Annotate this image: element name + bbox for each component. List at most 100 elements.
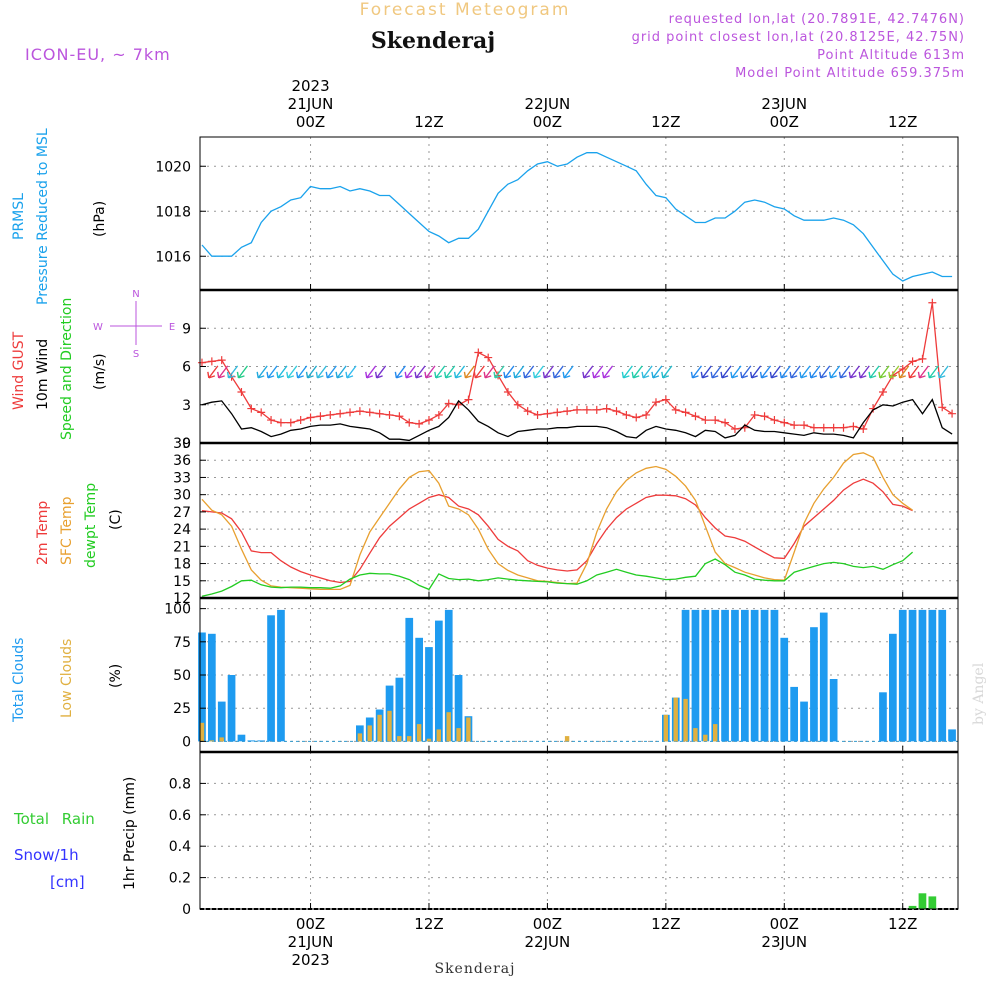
wind-arrow-4 [256,365,268,379]
bar-clouds-0-30 [750,609,759,742]
y-tick-label-1-2: 6 [182,360,191,376]
wind-arrow-45 [720,365,732,379]
gust-marker-43 [622,410,631,419]
wind-arrow-7 [286,365,298,379]
wind-arrow-32 [552,365,564,379]
wind-arrow-5 [266,365,278,379]
gust-marker-35 [543,409,552,418]
wind-arrow-51 [779,365,791,379]
bar-clouds-0-28 [731,609,739,742]
temp-unit: (C) [108,509,124,530]
wind-arrow-0 [207,365,219,379]
gust-marker-44 [632,413,641,422]
y-tick-label-0-0: 1016 [155,249,191,265]
gust-marker-23 [424,416,433,425]
wind-arrow-31 [542,365,554,379]
gust-marker-42 [612,407,621,416]
wind-arrow-37 [621,365,633,379]
bar-clouds-0-39 [879,692,887,742]
gust-marker-27 [464,395,473,404]
low-clouds-label: Low Clouds [59,639,75,718]
bar-clouds-0-14 [405,617,414,742]
gust-marker-7 [267,416,276,425]
bottom-time-label-5-0: 12Z [888,915,917,933]
gust-marker-11 [306,413,315,422]
pressure-label-2: Pressure Reduced to MSL [35,128,51,305]
gust-marker-59 [780,418,789,427]
bar-clouds-0-5 [247,740,256,742]
wind-arrow-53 [799,365,811,379]
wind-arrow-59 [858,365,870,379]
wind-arrow-49 [759,365,772,379]
bar-clouds-1-10 [426,738,432,742]
gust-marker-64 [829,423,838,432]
gust-marker-67 [859,424,868,433]
gust-marker-5 [247,404,256,413]
wind-arrow-9 [305,365,318,379]
wind-arrow-12 [335,365,347,379]
y-tick-label-2-7: 33 [173,470,191,486]
bottom-time-label-2-1: 22JUN [525,933,571,951]
wind-unit: (m/s) [92,353,108,390]
wind-arrow-26 [493,365,505,379]
gust-marker-33 [523,407,532,416]
gust-marker-57 [760,412,769,421]
y-tick-label-4-1: 0.2 [169,871,191,887]
y-tick-label-2-2: 18 [173,557,191,573]
gust-marker-54 [730,424,739,433]
bar-clouds-0-42 [908,609,917,742]
compass-east: E [169,322,175,333]
gust-marker-49 [681,408,690,417]
bottom-time-label-1-0: 12Z [414,915,443,933]
bottom-time-label-2-0: 00Z [533,915,562,933]
wind-arrow-29 [522,365,535,379]
bar-clouds-1-6 [387,710,392,742]
top-time-label-2-0: 22JUN [525,95,571,113]
bottom-time-label-3-0: 12Z [651,915,680,933]
footer-location: Skenderaj [434,961,515,977]
snow-label: Snow/1h [14,846,79,864]
bar-clouds-0-38 [829,679,838,742]
gust-marker-1 [207,357,216,366]
bottom-time-label-4-0: 00Z [770,915,799,933]
gust-marker-31 [503,388,512,396]
top-time-label-3-0: 12Z [651,113,680,131]
wind-arrow-64 [907,365,920,379]
bar-clouds-1-15 [564,736,570,742]
wind-arrow-20 [434,365,446,379]
pressure-label-1: PRMSL [11,193,27,240]
wind-arrow-63 [898,365,910,379]
bar-clouds-1-19 [693,728,698,742]
bar-clouds-1-4 [367,725,372,742]
y-tick-label-1-0: 0 [182,436,191,452]
bar-clouds-0-26 [711,609,720,742]
wind-arrow-67 [937,365,949,379]
top-time-label-0-2: 00Z [296,113,325,131]
top-time-label-1-0: 12Z [414,113,443,131]
wind-arrow-62 [888,365,900,379]
gust-marker-17 [365,408,374,417]
wind-arrow-16 [394,365,406,379]
y-tick-label-4-3: 0.6 [169,808,191,824]
bar-clouds-0-13 [395,677,404,742]
top-time-label-5-0: 12Z [888,113,917,131]
gust-marker-65 [839,423,848,432]
bar-clouds-0-19 [454,675,463,742]
bar-clouds-0-35 [800,701,808,742]
model-label: ICON-EU, ~ 7km [25,45,171,64]
wind-arrow-24 [473,365,485,379]
gust-marker-14 [336,409,345,418]
bar-clouds-1-18 [683,698,688,742]
frame-layer [199,136,959,910]
bar-clouds-0-45 [938,609,947,742]
bar-clouds-0-33 [780,637,789,742]
y-tick-label-2-1: 15 [173,574,191,590]
wind-arrow-41 [661,365,673,379]
snow-unit-label: [cm] [50,873,85,891]
gust-marker-18 [375,409,384,418]
bar-clouds-0-8 [277,609,285,742]
gust-marker-39 [582,405,591,414]
gust-marker-0 [197,358,206,367]
bar-clouds-0-24 [691,609,700,742]
